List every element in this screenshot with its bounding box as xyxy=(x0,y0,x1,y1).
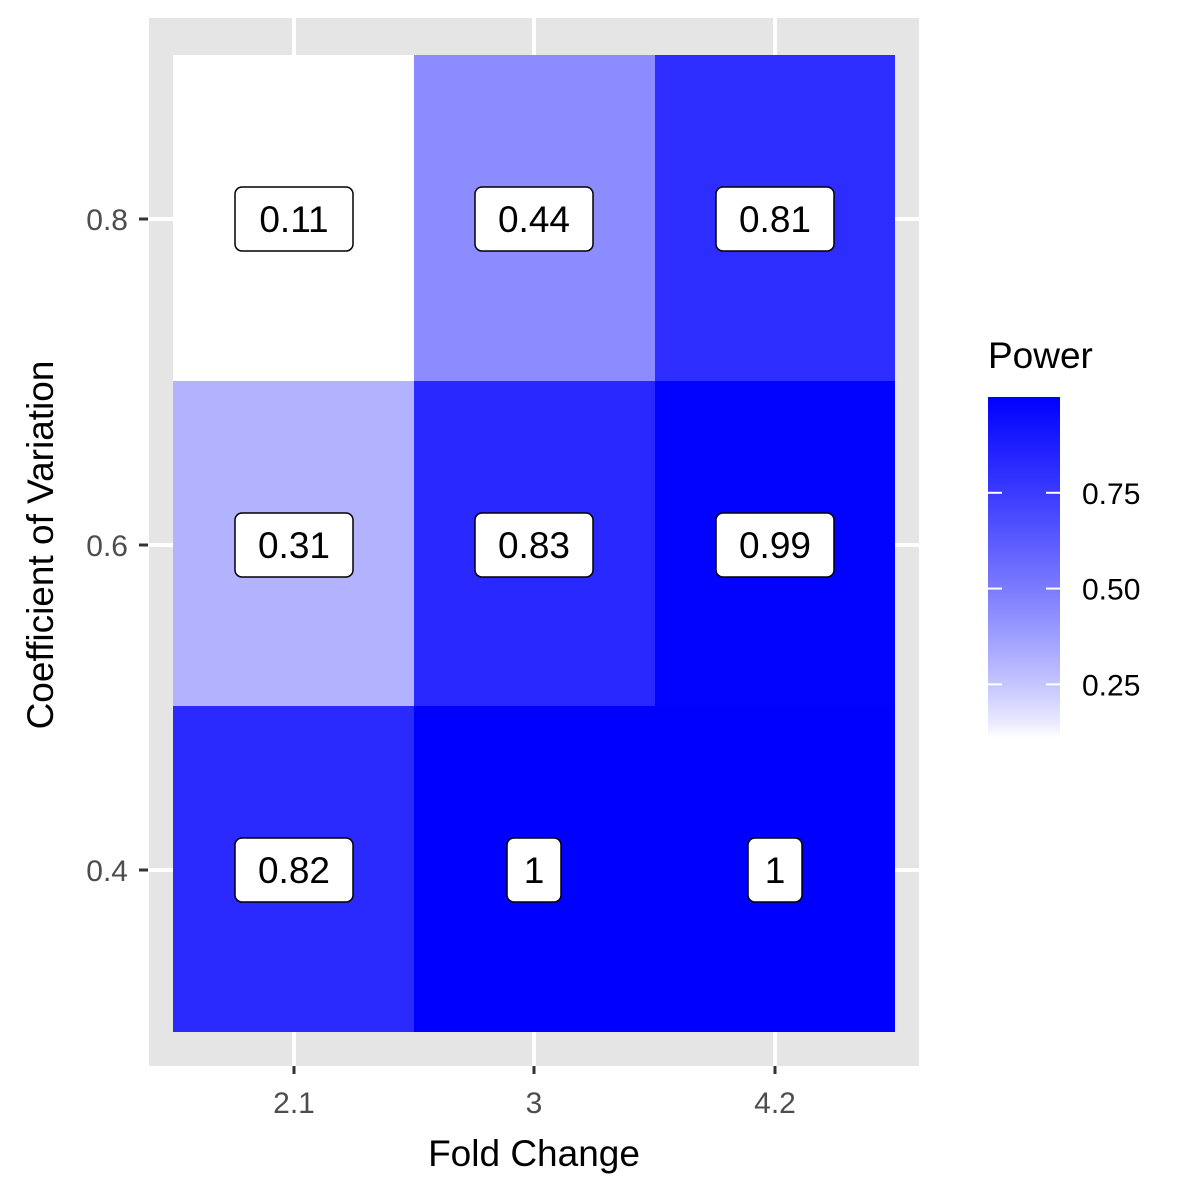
cell-label-text: 0.82 xyxy=(258,850,330,891)
axes: 2.1 3 4.2 0.4 0.6 0.8 xyxy=(86,204,796,1120)
cell-labels: 0.11 0.44 0.81 0.31 0.83 0.99 0.82 1 1 xyxy=(234,186,835,903)
cell-label-text: 0.83 xyxy=(498,525,570,566)
x-axis-title: Fold Change xyxy=(428,1133,640,1174)
cell-label: 0.11 xyxy=(234,186,354,252)
y-tick-label: 0.4 xyxy=(86,855,128,888)
cell-label-text: 0.81 xyxy=(739,199,811,240)
y-axis-title: Coefficient of Variation xyxy=(20,361,61,730)
cell-label-text: 1 xyxy=(524,850,545,891)
cell-label-box xyxy=(506,837,562,903)
cell-label-box xyxy=(234,512,354,578)
legend-tick-label: 0.50 xyxy=(1082,574,1140,607)
cell-label-box xyxy=(234,186,354,252)
cell-label-box xyxy=(747,837,803,903)
cell-label: 1 xyxy=(747,837,803,903)
cell-label: 0.31 xyxy=(234,512,354,578)
y-tick-label: 0.8 xyxy=(86,204,128,237)
cell-label-text: 0.44 xyxy=(498,199,570,240)
cell-label-box xyxy=(234,837,354,903)
legend: Power 0.25 0.50 0.75 xyxy=(988,335,1140,738)
cell-label: 0.99 xyxy=(715,512,835,578)
legend-ticks: 0.25 0.50 0.75 xyxy=(988,478,1140,702)
x-tick-label: 4.2 xyxy=(754,1087,796,1120)
cell-label: 1 xyxy=(506,837,562,903)
legend-tick-label: 0.75 xyxy=(1082,478,1140,511)
cell-label: 0.83 xyxy=(474,512,594,578)
x-tick-label: 2.1 xyxy=(273,1087,315,1120)
legend-colorbar xyxy=(988,397,1060,738)
cell-label-text: 1 xyxy=(765,850,786,891)
cell-label-box xyxy=(474,186,594,252)
legend-title: Power xyxy=(988,335,1093,376)
cell-label-text: 0.99 xyxy=(739,525,811,566)
cell-label: 0.44 xyxy=(474,186,594,252)
cell-label: 0.81 xyxy=(715,186,835,252)
legend-tick-label: 0.25 xyxy=(1082,669,1140,702)
cell-label-box xyxy=(715,512,835,578)
cell-label-text: 0.11 xyxy=(259,199,328,240)
x-tick-label: 3 xyxy=(526,1087,543,1120)
cell-label: 0.82 xyxy=(234,837,354,903)
cell-label-text: 0.31 xyxy=(258,525,330,566)
cell-label-box xyxy=(715,186,835,252)
cell-label-box xyxy=(474,512,594,578)
y-tick-label: 0.6 xyxy=(86,530,128,563)
